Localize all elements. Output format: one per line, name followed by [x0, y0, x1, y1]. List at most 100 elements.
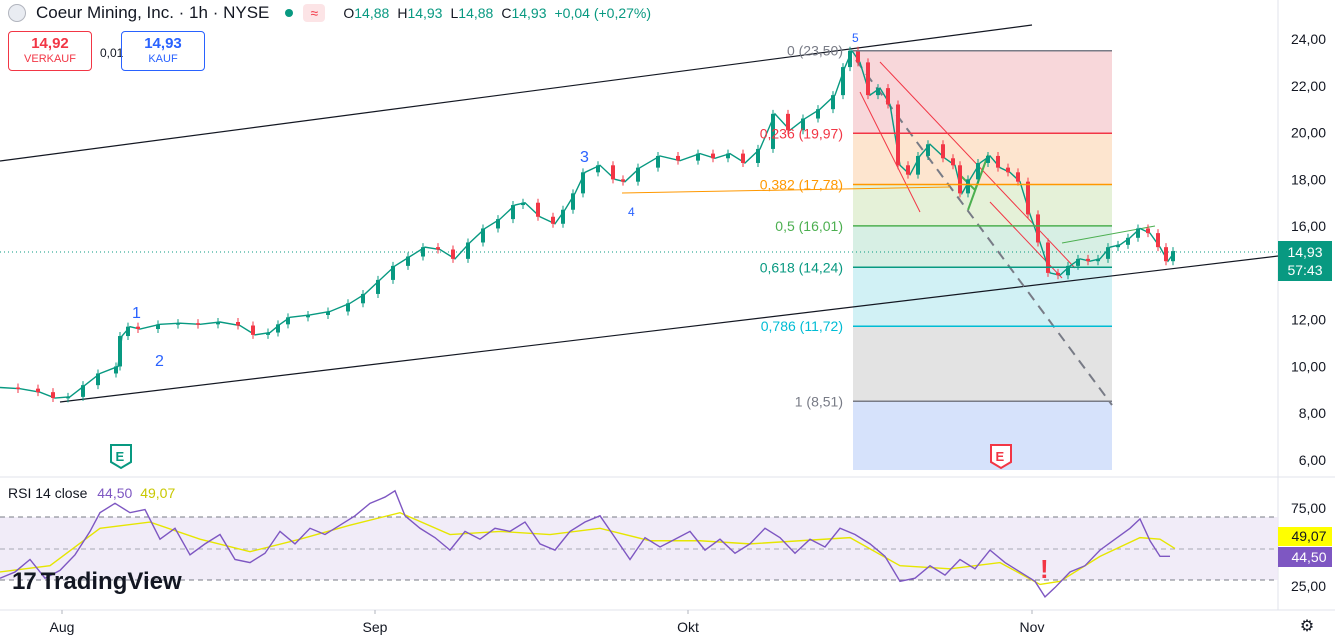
fib-zone-1 — [853, 133, 1112, 185]
price-tick-label: 8,00 — [1299, 405, 1326, 421]
ohlc-high: H14,93 — [397, 5, 443, 21]
candle — [726, 153, 730, 159]
fibonacci-retracement[interactable] — [853, 50, 1112, 470]
candle — [1146, 228, 1150, 234]
candle — [841, 67, 845, 96]
candle — [596, 165, 600, 173]
candle — [496, 219, 500, 229]
price-tick-label: 22,00 — [1291, 78, 1326, 94]
symbol-title[interactable]: Coeur Mining, Inc. · 1h · NYSE — [36, 3, 270, 22]
rsi-alert-marker[interactable]: ! — [1040, 554, 1049, 584]
sell-price: 14,92 — [31, 35, 69, 52]
wave-label-1: 1 — [132, 305, 141, 322]
candle — [376, 279, 380, 294]
candle — [126, 326, 130, 337]
candle — [1171, 251, 1175, 262]
candle — [711, 153, 715, 159]
time-axis[interactable]: Aug Sep Okt Nov — [50, 610, 1045, 635]
rsi-legend-value: 44,50 — [97, 485, 133, 501]
candle — [801, 118, 805, 131]
spread-value: 0,01 — [100, 46, 124, 60]
candle — [346, 303, 350, 312]
candle — [306, 314, 310, 318]
sell-button[interactable]: 14,92 VERKAUF — [8, 31, 92, 71]
candle — [36, 388, 40, 393]
candle — [251, 325, 255, 335]
candle — [1126, 237, 1130, 245]
rsi-tick-label: 25,00 — [1291, 578, 1326, 594]
candle — [451, 249, 455, 259]
candle — [676, 155, 680, 161]
time-tick-label: Sep — [363, 619, 388, 635]
buy-label: KAUF — [148, 53, 178, 65]
price-candles[interactable] — [16, 46, 1175, 403]
candle — [1156, 233, 1160, 248]
wave-4-level-line[interactable] — [621, 186, 951, 194]
rsi-value-label: 44,50 — [1278, 547, 1332, 567]
wave-label-4: 4 — [628, 205, 635, 219]
candle — [571, 193, 575, 210]
candle — [986, 155, 990, 163]
buy-button[interactable]: 14,93 KAUF — [121, 31, 205, 71]
earnings-marker-1[interactable]: E — [110, 444, 132, 470]
fib-zone-0 — [853, 50, 1112, 134]
data-mode-icon[interactable]: ≈ — [303, 4, 326, 22]
candle — [406, 256, 410, 266]
candle — [481, 228, 485, 243]
candle — [816, 109, 820, 119]
candle — [896, 104, 900, 166]
rsi-ma-value: 49,07 — [1291, 528, 1326, 544]
trendline-lower[interactable] — [59, 255, 1279, 403]
wave-label-5: 5 — [852, 31, 859, 45]
channel-line-red-a[interactable] — [859, 91, 921, 213]
candle — [521, 202, 525, 206]
fib-zone-3 — [853, 225, 1112, 268]
candle — [831, 95, 835, 110]
candle — [1164, 247, 1168, 262]
time-tick-label: Nov — [1020, 619, 1045, 635]
candle — [551, 216, 555, 224]
fib-label-0: 0 (23,50) — [787, 43, 843, 59]
candle — [741, 153, 745, 163]
earnings-marker-2[interactable]: E — [990, 444, 1012, 470]
candle — [266, 332, 270, 335]
price-tick-label: 6,00 — [1299, 452, 1326, 468]
candle — [848, 50, 852, 68]
candle — [326, 311, 330, 315]
candle — [656, 155, 660, 168]
rsi-axis[interactable]: 75,00 25,00 — [1291, 500, 1326, 594]
fib-zone-6 — [853, 401, 1112, 470]
candle — [581, 172, 585, 194]
candle — [611, 165, 615, 180]
tradingview-logo-icon: 17 — [12, 568, 37, 595]
gear-icon[interactable]: ⚙ — [1299, 618, 1315, 635]
rsi-series[interactable] — [0, 489, 1170, 599]
wave-label-2: 2 — [155, 353, 164, 370]
tradingview-logo[interactable]: 17 TradingView — [12, 568, 182, 596]
fib-zone-2 — [853, 184, 1112, 226]
price-tick-label: 24,00 — [1291, 31, 1326, 47]
candle — [941, 144, 945, 159]
candle — [621, 179, 625, 182]
symbol-logo-icon[interactable] — [8, 4, 26, 22]
market-status-icon[interactable] — [285, 9, 294, 17]
candle — [216, 322, 220, 325]
fib-label-3: 0,5 (16,01) — [775, 218, 843, 234]
rsi-title: RSI 14 close — [8, 485, 88, 501]
candle — [1106, 247, 1110, 259]
rsi-legend[interactable]: RSI 14 close 44,50 49,07 — [8, 485, 175, 501]
buy-price: 14,93 — [144, 35, 182, 52]
sell-label: VERKAUF — [24, 53, 76, 65]
candle — [81, 385, 85, 397]
candle — [1046, 242, 1050, 273]
rsi-value: 44,50 — [1291, 549, 1326, 565]
candle — [176, 323, 180, 325]
fib-label-6: 1 (8,51) — [795, 393, 843, 409]
candle — [976, 162, 980, 180]
wave-label-3: 3 — [580, 149, 589, 166]
candle — [466, 242, 470, 259]
candle — [1116, 244, 1120, 248]
trendline-upper[interactable] — [0, 24, 1033, 162]
fib-label-4: 0,618 (14,24) — [760, 259, 843, 275]
